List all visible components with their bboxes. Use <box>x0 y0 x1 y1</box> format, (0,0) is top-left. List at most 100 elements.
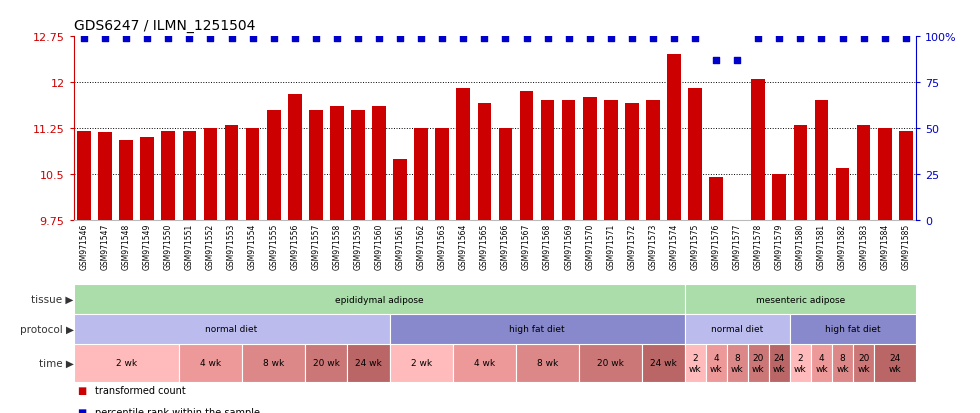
Bar <box>874 344 916 382</box>
Bar <box>604 101 617 221</box>
Point <box>245 35 261 42</box>
Point <box>709 58 724 64</box>
Text: 20
wk: 20 wk <box>858 354 870 373</box>
Bar <box>120 141 133 221</box>
Bar <box>204 128 218 221</box>
Bar <box>878 128 892 221</box>
Bar <box>752 80 765 221</box>
Text: 20
wk: 20 wk <box>752 354 764 373</box>
Bar <box>790 314 916 344</box>
Point <box>119 35 134 42</box>
Point <box>97 35 113 42</box>
Bar <box>727 344 748 382</box>
Bar <box>516 344 579 382</box>
Bar <box>390 314 685 344</box>
Text: 24 wk: 24 wk <box>355 358 382 368</box>
Point <box>434 35 450 42</box>
Text: 2 wk: 2 wk <box>116 358 137 368</box>
Point <box>498 35 514 42</box>
Text: 8
wk: 8 wk <box>731 354 744 373</box>
Text: 2 wk: 2 wk <box>411 358 432 368</box>
Bar <box>453 344 516 382</box>
Point <box>266 35 281 42</box>
Point <box>76 35 92 42</box>
Bar <box>499 128 513 221</box>
Point <box>223 35 239 42</box>
Point <box>793 35 808 42</box>
Bar <box>857 126 870 221</box>
Point <box>371 35 387 42</box>
Bar <box>98 132 112 221</box>
Point <box>181 35 197 42</box>
Text: 2
wk: 2 wk <box>794 354 807 373</box>
Bar <box>583 98 597 221</box>
Point <box>561 35 576 42</box>
Bar <box>77 132 91 221</box>
Bar <box>625 104 639 221</box>
Text: protocol ▶: protocol ▶ <box>20 324 74 334</box>
Text: 8 wk: 8 wk <box>537 358 559 368</box>
Bar <box>854 344 874 382</box>
Text: 20 wk: 20 wk <box>598 358 624 368</box>
Bar <box>372 107 386 221</box>
Bar <box>794 126 808 221</box>
Bar <box>242 344 306 382</box>
Point <box>308 35 323 42</box>
Bar <box>246 128 260 221</box>
Bar <box>224 126 238 221</box>
Point <box>203 35 219 42</box>
Point <box>329 35 345 42</box>
Point <box>476 35 492 42</box>
Bar <box>748 344 769 382</box>
Point <box>350 35 366 42</box>
Point <box>518 35 534 42</box>
Bar <box>74 285 685 314</box>
Bar <box>688 89 702 221</box>
Bar <box>74 314 390 344</box>
Text: transformed count: transformed count <box>95 385 186 395</box>
Bar <box>457 89 470 221</box>
Bar <box>646 101 660 221</box>
Text: ■: ■ <box>78 408 91 413</box>
Point <box>729 58 745 64</box>
Point <box>645 35 661 42</box>
Bar <box>685 285 916 314</box>
Bar <box>790 344 811 382</box>
Text: 4
wk: 4 wk <box>710 354 722 373</box>
Point <box>456 35 471 42</box>
Text: 24
wk: 24 wk <box>773 354 786 373</box>
Point <box>139 35 155 42</box>
Bar <box>140 138 154 221</box>
Bar <box>899 132 912 221</box>
Text: epididymal adipose: epididymal adipose <box>335 295 423 304</box>
Bar <box>351 110 365 221</box>
Bar <box>390 344 453 382</box>
Bar <box>832 344 854 382</box>
Text: high fat diet: high fat diet <box>510 325 564 334</box>
Bar <box>306 344 348 382</box>
Point <box>582 35 598 42</box>
Text: 8
wk: 8 wk <box>836 354 849 373</box>
Bar <box>706 344 727 382</box>
Text: time ▶: time ▶ <box>38 358 74 368</box>
Point <box>603 35 618 42</box>
Bar <box>519 92 533 221</box>
Point <box>666 35 682 42</box>
Bar <box>288 95 302 221</box>
Bar <box>814 101 828 221</box>
Point <box>856 35 871 42</box>
Bar <box>330 107 344 221</box>
Bar <box>769 344 790 382</box>
Text: high fat diet: high fat diet <box>825 325 881 334</box>
Point <box>687 35 703 42</box>
Text: 4 wk: 4 wk <box>200 358 221 368</box>
Bar <box>811 344 832 382</box>
Bar <box>74 344 178 382</box>
Text: GDS6247 / ILMN_1251504: GDS6247 / ILMN_1251504 <box>74 19 255 33</box>
Point <box>392 35 408 42</box>
Text: 4
wk: 4 wk <box>815 354 828 373</box>
Bar <box>477 104 491 221</box>
Text: tissue ▶: tissue ▶ <box>31 294 74 304</box>
Bar <box>667 55 681 221</box>
Point <box>751 35 766 42</box>
